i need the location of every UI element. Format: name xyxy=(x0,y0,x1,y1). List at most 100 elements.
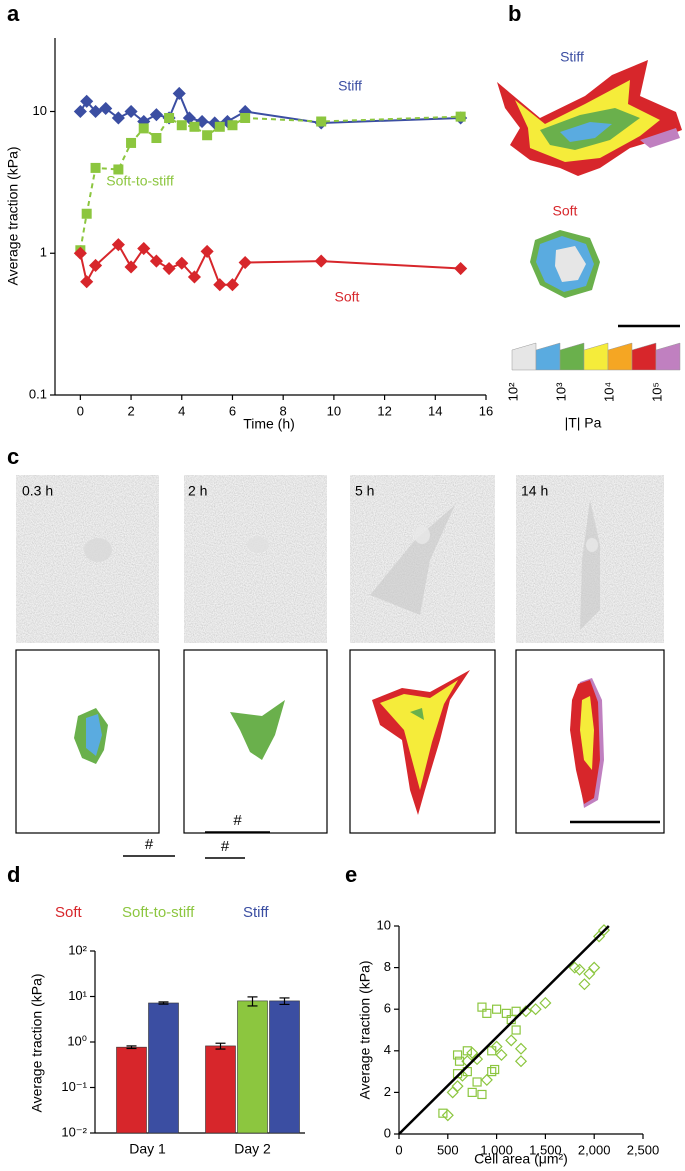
point xyxy=(438,1108,448,1118)
point xyxy=(588,961,601,974)
colorbar-tick-label: 10⁵ xyxy=(649,382,664,402)
point xyxy=(451,1080,464,1093)
y-tick-label: 0 xyxy=(384,1125,391,1140)
colorbar-tick-label: 10⁴ xyxy=(601,382,616,402)
traction-maps xyxy=(15,649,665,834)
point xyxy=(477,1089,487,1100)
x-tick-label: 500 xyxy=(437,1142,459,1157)
y-tick-label: 10 xyxy=(377,917,391,932)
soft-traction-map xyxy=(530,230,600,298)
x-tick-label: 2,000 xyxy=(578,1142,611,1157)
legend-entry: Stiff xyxy=(243,904,269,921)
series-label: Soft xyxy=(335,289,360,305)
point xyxy=(80,94,94,108)
point xyxy=(487,1046,497,1056)
x-tick-label: 2 xyxy=(127,403,134,418)
point xyxy=(89,104,103,119)
bar xyxy=(148,1002,179,1134)
time-label: 14 h xyxy=(521,483,548,499)
y-tick-label: 0.1 xyxy=(29,386,47,401)
x-tick-label: 14 xyxy=(428,403,442,418)
y-tick-label: 4 xyxy=(384,1042,391,1057)
point xyxy=(176,120,187,131)
point xyxy=(511,1025,521,1035)
point xyxy=(189,121,200,132)
point xyxy=(471,1053,484,1066)
point xyxy=(529,1003,542,1016)
time-label: 0.3 h xyxy=(22,483,53,499)
point xyxy=(490,1064,500,1075)
point xyxy=(490,1040,503,1053)
y-tick-label: 10⁻¹ xyxy=(61,1079,87,1094)
x-tick-label: Day 1 xyxy=(129,1141,166,1157)
point xyxy=(81,208,92,219)
point xyxy=(113,164,124,175)
point xyxy=(213,278,227,292)
y-tick-label: 10⁰ xyxy=(67,1033,87,1048)
point xyxy=(99,101,113,116)
point xyxy=(482,1008,492,1018)
y-tick-label: 10¹ xyxy=(68,988,87,1003)
x-axis-label: Cell area (μm²) xyxy=(474,1151,568,1167)
point xyxy=(214,121,225,132)
series-line xyxy=(79,90,461,124)
point xyxy=(472,1077,482,1087)
annotation: # xyxy=(145,836,154,853)
error-bar xyxy=(215,1042,226,1050)
point xyxy=(164,112,175,123)
y-tick-label: 10 xyxy=(33,103,47,118)
point xyxy=(80,275,94,289)
point xyxy=(187,270,201,284)
panel-label: d xyxy=(7,862,20,887)
series-label: Stiff xyxy=(338,78,362,94)
point xyxy=(446,1086,459,1099)
series-label: Soft-to-stiff xyxy=(106,173,174,189)
point xyxy=(162,261,176,276)
point xyxy=(539,996,552,1010)
point xyxy=(90,162,101,173)
point xyxy=(578,978,591,991)
panel-label: a xyxy=(7,1,20,26)
point xyxy=(73,246,87,260)
x-tick-label: 8 xyxy=(280,403,287,418)
y-axis-label: Average traction (kPa) xyxy=(5,146,21,285)
point xyxy=(514,1055,528,1068)
x-tick-label: 0 xyxy=(395,1142,402,1157)
point xyxy=(487,1066,497,1077)
colorbar-label: |T| Pa xyxy=(565,415,602,431)
point xyxy=(583,967,596,980)
legend-entry: Soft xyxy=(55,904,83,921)
y-axis-label: Average traction (kPa) xyxy=(29,973,45,1112)
x-tick-label: 1,000 xyxy=(480,1142,513,1157)
point xyxy=(149,108,163,122)
point xyxy=(454,261,468,276)
x-tick-label: 12 xyxy=(377,403,391,418)
point xyxy=(172,86,186,101)
point xyxy=(316,116,327,127)
point xyxy=(126,137,137,148)
error-bar xyxy=(158,1001,169,1005)
fit-line xyxy=(398,925,610,1135)
y-axis-label: Average traction (kPa) xyxy=(357,960,373,1099)
bar xyxy=(205,1045,236,1134)
point xyxy=(455,111,466,122)
point xyxy=(111,238,125,252)
x-tick-label: 0 xyxy=(77,403,84,418)
bar xyxy=(116,1046,147,1134)
point xyxy=(501,1008,511,1018)
point xyxy=(238,255,252,270)
y-tick-label: 10² xyxy=(68,942,87,957)
point xyxy=(477,1002,487,1012)
y-tick-label: 1 xyxy=(40,245,47,260)
point xyxy=(454,1056,465,1066)
panel-label: c xyxy=(7,444,19,469)
legend-entry: Soft-to-stiff xyxy=(122,904,195,921)
x-tick-label: 6 xyxy=(229,403,236,418)
bar xyxy=(269,1000,300,1134)
point xyxy=(151,133,162,144)
y-tick-label: 6 xyxy=(384,1001,391,1016)
annotation: # xyxy=(233,812,242,829)
x-axis-label: Time (h) xyxy=(243,416,295,432)
